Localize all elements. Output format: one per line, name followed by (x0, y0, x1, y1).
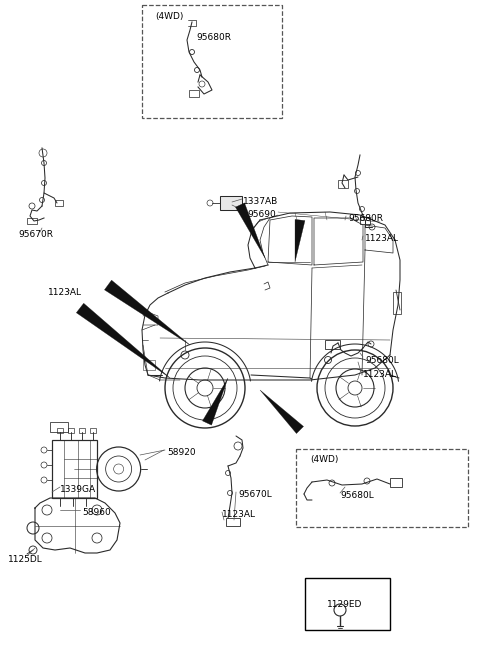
Bar (68, 428, 74, 433)
Polygon shape (76, 303, 170, 378)
Bar (27, 218, 37, 224)
Bar (305, 578, 390, 630)
Text: 1129ED: 1129ED (327, 600, 362, 609)
Bar (79, 428, 85, 433)
Bar (226, 518, 240, 526)
Text: 1123AL: 1123AL (365, 234, 399, 243)
Polygon shape (260, 390, 303, 434)
Bar (220, 196, 242, 210)
Text: 95670L: 95670L (238, 490, 272, 499)
Text: 95680L: 95680L (340, 491, 374, 500)
Bar (390, 478, 402, 487)
Text: 58960: 58960 (82, 508, 111, 517)
Bar (296, 449, 468, 527)
Bar (189, 90, 199, 97)
Text: (4WD): (4WD) (155, 12, 183, 21)
Text: 1125DL: 1125DL (8, 555, 43, 564)
Bar (57, 428, 63, 433)
Bar (52, 440, 96, 498)
Text: 95670R: 95670R (18, 230, 53, 239)
Text: 1123AL: 1123AL (48, 288, 82, 297)
Bar (55, 200, 63, 206)
Text: 1123AL: 1123AL (363, 370, 397, 379)
Polygon shape (105, 280, 190, 345)
Text: 95690: 95690 (247, 210, 276, 219)
Bar (143, 360, 155, 370)
Text: 95680R: 95680R (348, 214, 383, 223)
Polygon shape (295, 219, 305, 262)
Text: (4WD): (4WD) (310, 455, 338, 464)
Text: 95680L: 95680L (365, 356, 399, 365)
Text: 1123AL: 1123AL (222, 510, 256, 519)
Bar (325, 340, 340, 349)
Text: 95680R: 95680R (196, 33, 231, 42)
Text: 1339GA: 1339GA (60, 485, 96, 494)
Bar (360, 217, 370, 224)
Bar (90, 428, 96, 433)
Bar (393, 292, 401, 314)
Text: 1337AB: 1337AB (243, 197, 278, 206)
Text: 58920: 58920 (167, 448, 196, 457)
Bar (338, 180, 348, 188)
Bar (50, 422, 68, 432)
Bar (142, 5, 282, 118)
Polygon shape (203, 378, 228, 425)
Polygon shape (236, 203, 265, 258)
